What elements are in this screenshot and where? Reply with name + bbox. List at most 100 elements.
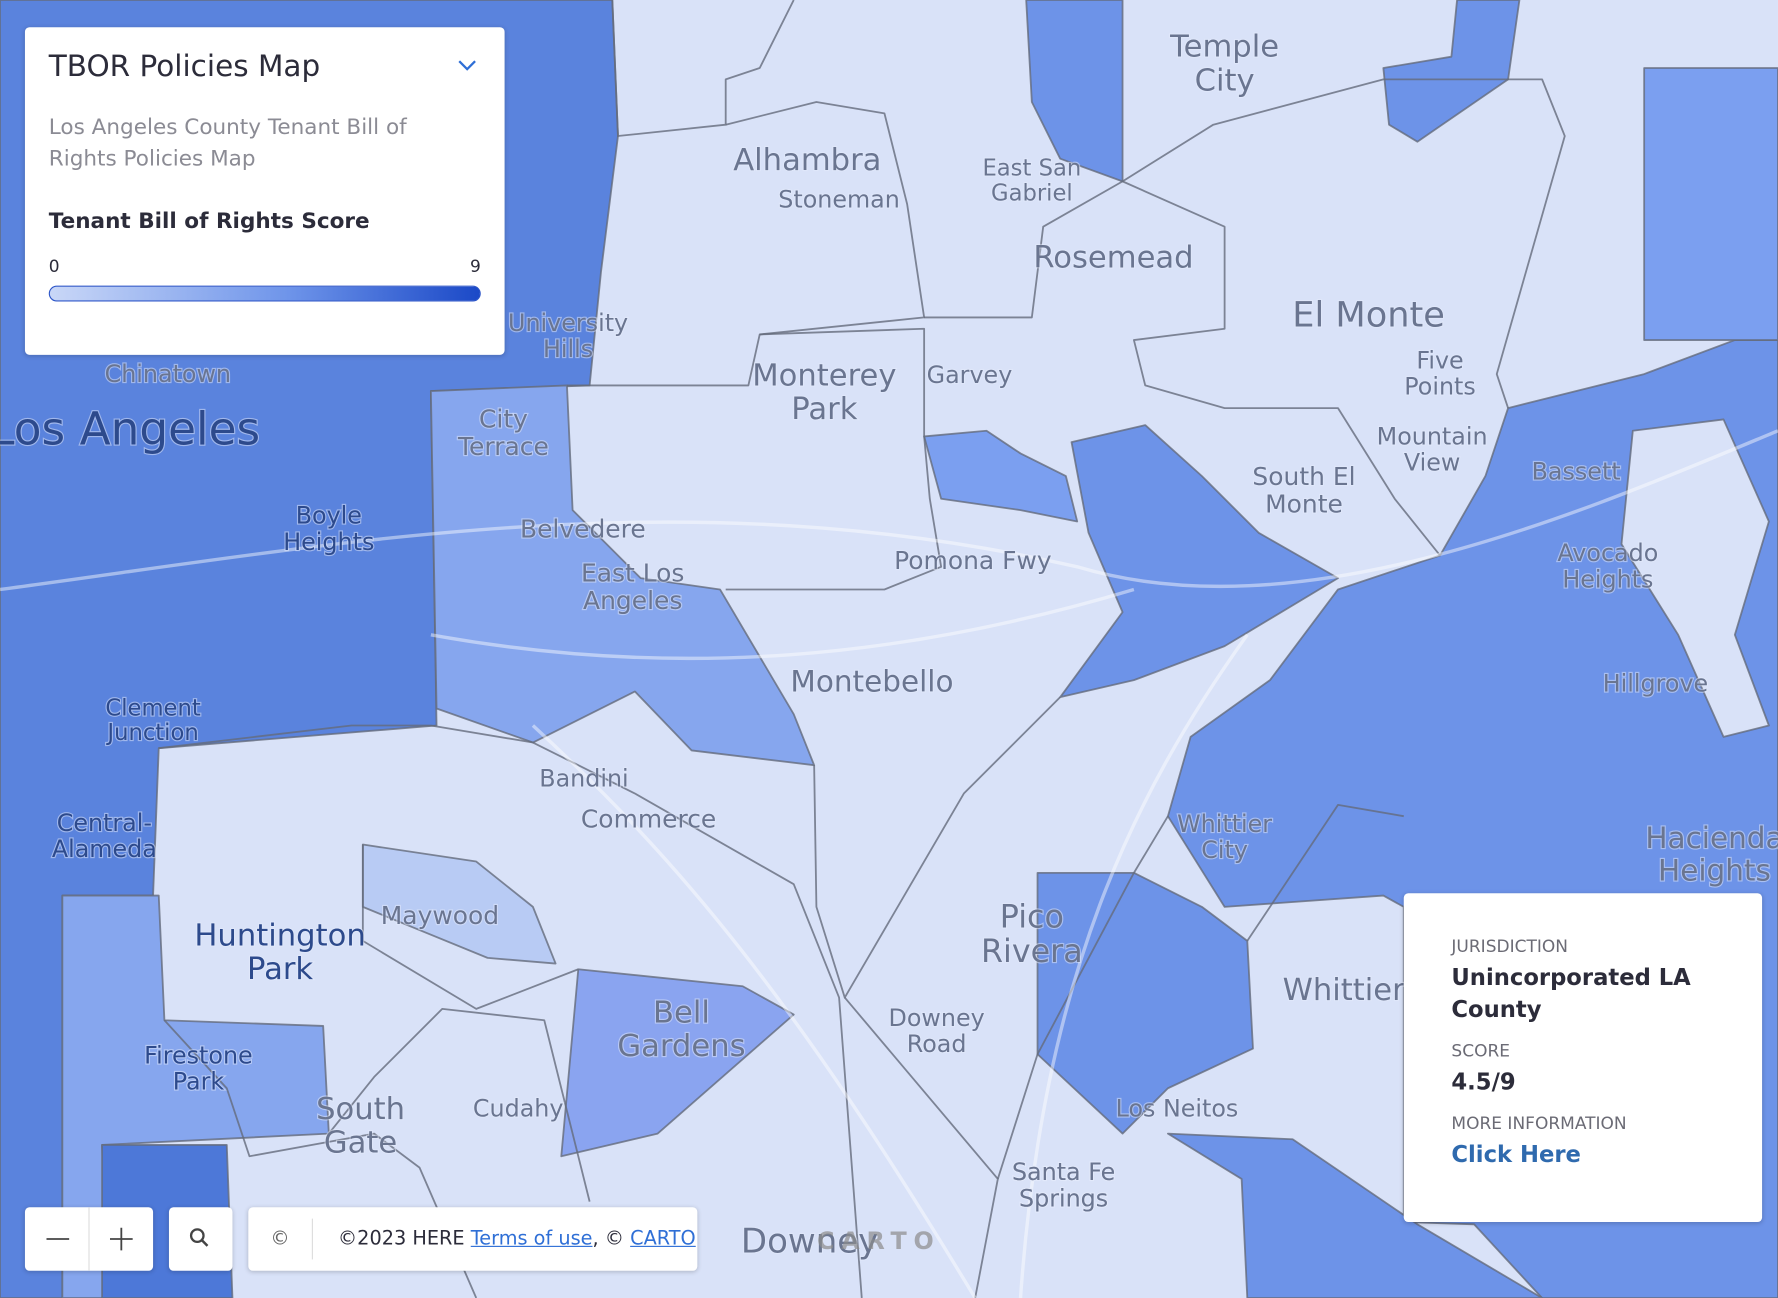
- roads: [0, 429, 1778, 1298]
- legend-description: Los Angeles County Tenant Bill of Rights…: [48, 114, 407, 172]
- zoom-controls: [24, 1207, 154, 1271]
- place-label: South El: [1252, 462, 1355, 491]
- place-label: Clement: [105, 695, 200, 721]
- boundary: [566, 101, 926, 387]
- zoom-in[interactable]: [90, 1207, 153, 1270]
- place-label: Boyle: [296, 502, 362, 530]
- place-label: Stoneman: [778, 185, 900, 213]
- place-label: Rosemead: [1033, 241, 1193, 276]
- place-label: Five: [1416, 346, 1463, 374]
- legend-panel: TBOR Policies Map Los Angeles County Ten…: [24, 27, 505, 355]
- region: [429, 384, 816, 767]
- place-label: Temple: [1169, 30, 1279, 65]
- place-label: Commerce: [581, 805, 716, 834]
- boundary: [163, 1019, 478, 1298]
- place-label: Garvey: [927, 361, 1013, 389]
- place-label: Bandini: [539, 765, 628, 793]
- region: [1382, 0, 1521, 143]
- place-label: Pomona Fwy: [894, 546, 1052, 575]
- place-label: Mountain: [1377, 422, 1488, 450]
- attribution-text: ©2023 HERE Terms of use, © CARTO: [313, 1228, 696, 1251]
- scale-min: 0: [48, 256, 60, 277]
- place-label: Rivera: [981, 934, 1083, 970]
- attribution: © ©2023 HERE Terms of use, © CARTO: [248, 1207, 698, 1271]
- place-label: Bell: [653, 996, 710, 1031]
- boundary: [158, 724, 863, 1298]
- attribution-toggle[interactable]: ©: [248, 1218, 313, 1260]
- place-label: View: [1404, 449, 1460, 477]
- legend-title: TBOR Policies Map: [48, 49, 321, 84]
- boundary: [1122, 78, 1566, 409]
- place-label: Los Angeles: [0, 402, 260, 455]
- place-label: Central-: [57, 809, 152, 837]
- terms-link[interactable]: Terms of use: [470, 1227, 593, 1251]
- place-label: Springs: [1019, 1184, 1108, 1212]
- road: [1018, 633, 1249, 1298]
- boundary: [611, 0, 795, 137]
- place-label: Angeles: [583, 586, 682, 615]
- place-label: Whittier: [1283, 973, 1406, 1008]
- place-label: Los Neitos: [1116, 1095, 1239, 1123]
- place-label: Heights: [1658, 853, 1771, 887]
- field-label: JURISDICTION: [1451, 936, 1569, 957]
- place-label: Junction: [105, 720, 198, 746]
- place-label: City: [1201, 836, 1248, 864]
- road: [0, 429, 1778, 592]
- place-label: Gardens: [617, 1029, 745, 1064]
- place-label: Hills: [543, 335, 593, 363]
- collapse-toggle[interactable]: [457, 59, 477, 73]
- place-label: El Monte: [1292, 294, 1445, 335]
- place-label: Belvedere: [520, 514, 646, 543]
- region: [1643, 67, 1778, 341]
- road: [430, 587, 1135, 661]
- road: [531, 724, 977, 1298]
- here-copyright: ©2023 HERE: [337, 1227, 465, 1251]
- place-label: City: [1195, 63, 1255, 98]
- place-label: East San: [982, 156, 1081, 182]
- boundary: [924, 180, 1441, 557]
- region: [1025, 0, 1124, 183]
- region: [560, 968, 795, 1158]
- place-label: Whittier: [1177, 810, 1272, 838]
- region: [1036, 871, 1254, 1135]
- separator: , ©: [592, 1227, 625, 1251]
- place-label: Chinatown: [105, 360, 231, 388]
- region: [1059, 424, 1339, 699]
- place-label: South: [316, 1092, 405, 1127]
- place-label: Downey: [741, 1222, 878, 1262]
- place-label: Alhambra: [733, 143, 881, 178]
- zoom-out[interactable]: [25, 1207, 90, 1271]
- search-button[interactable]: [169, 1207, 232, 1270]
- place-label: Santa Fe: [1012, 1158, 1115, 1186]
- boundary: [725, 327, 943, 591]
- boundary: [1246, 803, 1404, 942]
- carto-logo: CARTO: [817, 1227, 941, 1255]
- place-label: Firestone: [144, 1041, 252, 1069]
- place-label: Monte: [1265, 490, 1343, 519]
- place-label: Alameda: [52, 835, 157, 863]
- place-label: Points: [1404, 373, 1475, 401]
- field-label: MORE INFORMATION: [1451, 1113, 1627, 1134]
- place-label: Park: [173, 1068, 225, 1096]
- carto-link[interactable]: CARTO: [630, 1227, 696, 1251]
- place-label: Santa Fe: [1012, 1158, 1115, 1186]
- place-label: Avocado: [1557, 539, 1658, 567]
- place-label: Terrace: [457, 432, 549, 461]
- region: [923, 429, 1079, 523]
- scale-title: Tenant Bill of Rights Score: [48, 208, 370, 234]
- place-label: Road: [907, 1030, 967, 1058]
- place-label: City: [479, 404, 528, 433]
- place-label: Gate: [324, 1126, 397, 1161]
- place-label: Gabriel: [991, 181, 1073, 207]
- place-label: Heights: [283, 528, 374, 556]
- more-info-link[interactable]: Click Here: [1451, 1140, 1581, 1168]
- place-label: Huntington: [194, 918, 365, 953]
- boundary: [996, 815, 1169, 1180]
- scale-ends: 0 9: [49, 256, 481, 276]
- place-label: Hillgrove: [1603, 669, 1708, 697]
- place-label: Pico: [1000, 899, 1064, 935]
- place-label: Bassett: [1532, 458, 1621, 486]
